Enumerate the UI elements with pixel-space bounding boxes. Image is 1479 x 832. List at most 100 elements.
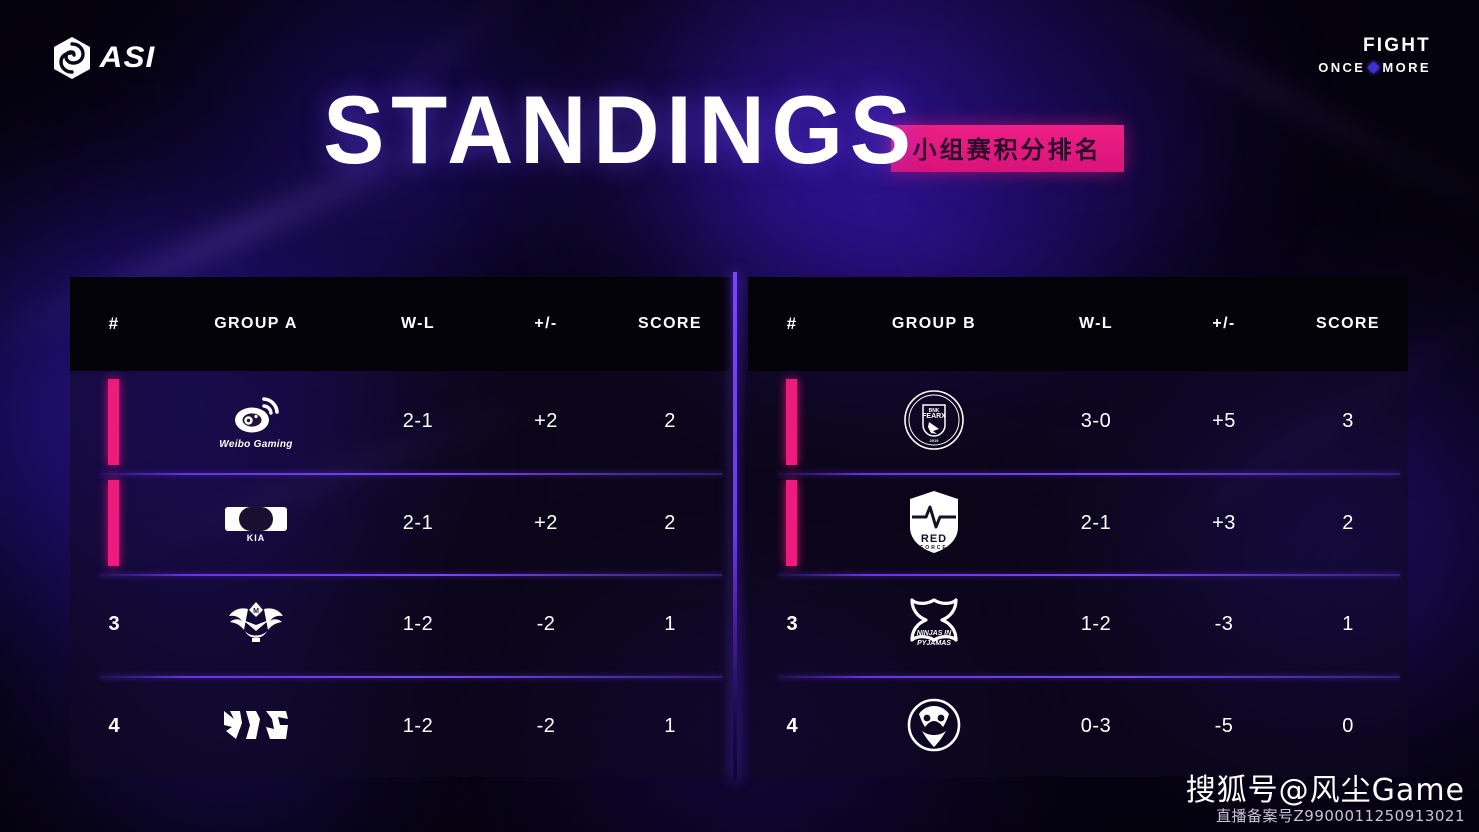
talon-owl-logo	[836, 698, 1032, 755]
pm-value: +3	[1212, 511, 1236, 534]
team-caption: Weibo Gaming	[219, 438, 293, 450]
svg-text:KIA: KIA	[247, 533, 266, 543]
wl-value: 1-2	[1080, 613, 1112, 636]
asi-logo-text: ASI	[99, 41, 156, 74]
pm-value: -5	[1214, 714, 1234, 737]
weibo-gaming-logo: Weibo Gaming	[158, 394, 354, 450]
table-row[interactable]: 3 NINJAS IN PYJAMAS 1-2 -3 1	[748, 574, 1408, 676]
header-score: SCORE	[638, 315, 702, 332]
table-row[interactable]: 1 BNK FEARX 2019	[748, 371, 1408, 473]
header-rank: #	[108, 314, 120, 333]
team-cell: KIA	[158, 500, 354, 547]
pm-cell: -2	[482, 613, 610, 636]
score-value: 2	[664, 511, 676, 534]
wl-value: 1-2	[402, 613, 434, 636]
qualified-marker	[786, 378, 797, 465]
pm-value: -3	[1214, 613, 1234, 636]
red-force-logo: RED FORCE	[836, 489, 1032, 558]
score-value: 1	[664, 613, 676, 636]
dplus-kia-logo: KIA	[158, 500, 354, 547]
header-pm: +/-	[1212, 315, 1236, 332]
score-cell: 0	[1288, 715, 1408, 738]
group-a-table-header: # GROUP A W-L +/- SCORE	[70, 277, 730, 371]
score-value: 2	[1342, 511, 1354, 534]
mad-crest-logo: M	[158, 598, 354, 651]
header-pm: +/-	[534, 315, 558, 332]
team-cell	[158, 705, 354, 748]
score-cell: 1	[610, 613, 730, 636]
wl-cell: 2-1	[1032, 512, 1160, 535]
header-wl: W-L	[400, 315, 436, 332]
rank-cell: 3	[70, 613, 158, 636]
score-cell: 2	[1288, 512, 1408, 535]
rank-cell: 4	[70, 715, 158, 738]
wl-cell: 0-3	[1032, 715, 1160, 738]
wl-cell: 1-2	[354, 715, 482, 738]
qualified-marker	[786, 480, 797, 567]
rank-value: 4	[786, 714, 798, 737]
asi-hex-swirl-icon	[52, 36, 92, 80]
header-wl: W-L	[1078, 315, 1114, 332]
rank-value: 3	[108, 613, 120, 636]
table-row[interactable]: 2 KIA 2-1 +2 2	[70, 472, 730, 575]
svg-text:PYJAMAS: PYJAMAS	[917, 640, 951, 647]
group-b-table-header: # GROUP B W-L +/- SCORE	[748, 277, 1408, 371]
pm-cell: +2	[482, 410, 610, 433]
team-cell: Weibo Gaming	[158, 394, 354, 450]
rank-value: 3	[786, 613, 798, 636]
team-cell: NINJAS IN PYJAMAS	[836, 597, 1032, 652]
svg-text:2019: 2019	[930, 438, 940, 443]
group-a-panel: # GROUP A W-L +/- SCORE 1	[70, 277, 730, 777]
header-group: GROUP A	[214, 315, 298, 332]
pm-value: -2	[536, 613, 556, 636]
team-cell: RED FORCE	[836, 489, 1032, 558]
qualified-marker	[108, 480, 119, 567]
bnk-fearx-logo: BNK FEARX 2019	[836, 389, 1032, 454]
tagline-more: MORE	[1382, 60, 1431, 75]
tagline-line2: ONCE MORE	[1318, 60, 1431, 75]
rank-cell: 4	[748, 715, 836, 738]
standings-tables: # GROUP A W-L +/- SCORE 1	[70, 277, 1408, 777]
team-cell	[836, 698, 1032, 755]
table-row[interactable]: 4 1-2 -2 1	[70, 675, 730, 778]
score-value: 1	[664, 714, 676, 737]
team-cell: BNK FEARX 2019	[836, 389, 1032, 454]
jdg-logo	[158, 705, 354, 748]
fight-once-more-logo: FIGHT ONCE MORE	[1318, 36, 1431, 75]
watermark-handle: 搜狐号@风尘Game	[1185, 773, 1465, 808]
svg-text:FORCE: FORCE	[920, 545, 948, 551]
svg-text:BNK: BNK	[929, 408, 940, 414]
wl-value: 3-0	[1080, 410, 1112, 433]
pm-value: +5	[1212, 410, 1236, 433]
nip-logo: NINJAS IN PYJAMAS	[836, 597, 1032, 652]
table-row[interactable]: 4 0-3	[748, 675, 1408, 778]
subtitle-badge: 小组赛积分排名	[890, 125, 1124, 172]
pm-value: -2	[536, 714, 556, 737]
score-value: 2	[664, 410, 676, 433]
header-group: GROUP B	[891, 315, 977, 332]
wl-value: 0-3	[1080, 714, 1112, 737]
pm-value: +2	[534, 511, 558, 534]
tagline-once: ONCE	[1318, 60, 1366, 75]
asi-logo: ASI	[52, 36, 154, 80]
score-cell: 3	[1288, 410, 1408, 433]
group-b-panel: # GROUP B W-L +/- SCORE 1 BNK	[748, 277, 1408, 777]
rank-value: 4	[108, 714, 120, 737]
wl-value: 2-1	[402, 511, 434, 534]
table-row[interactable]: 2 RED FORCE 2-1 +3 2	[748, 472, 1408, 575]
group-divider	[733, 272, 737, 780]
table-row[interactable]: 1 Weibo Gaming	[70, 371, 730, 473]
wl-cell: 1-2	[1032, 613, 1160, 636]
wl-value: 2-1	[1080, 511, 1112, 534]
svg-text:FEARX: FEARX	[922, 413, 946, 420]
svg-text:RED: RED	[921, 533, 947, 545]
score-cell: 2	[610, 410, 730, 433]
wl-value: 1-2	[402, 714, 434, 737]
page-title-block: STANDINGS 小组赛积分排名	[0, 82, 1479, 179]
pm-cell: -3	[1160, 613, 1288, 636]
header-score: SCORE	[1316, 315, 1380, 332]
score-value: 0	[1342, 714, 1354, 737]
wl-value: 2-1	[402, 410, 434, 433]
pm-cell: +2	[482, 512, 610, 535]
table-row[interactable]: 3 M	[70, 574, 730, 676]
